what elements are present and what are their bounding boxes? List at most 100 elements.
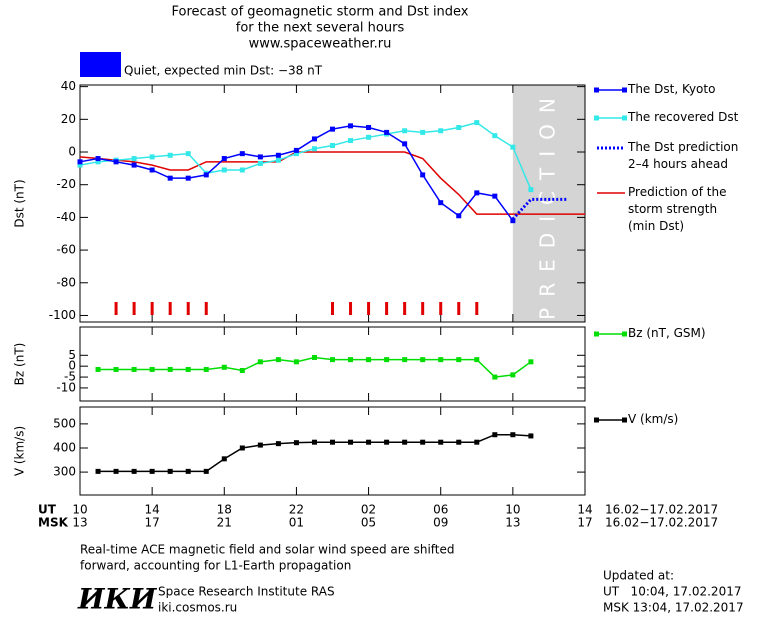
plot-frame bbox=[79, 406, 586, 496]
series-line bbox=[79, 151, 585, 215]
series-marker bbox=[95, 159, 101, 165]
series-marker bbox=[293, 359, 299, 365]
series-marker bbox=[293, 151, 299, 157]
legend-marker bbox=[622, 87, 627, 93]
x-tick-label: 17 bbox=[577, 516, 592, 530]
status-label: Quiet, expected min Dst: −38 nT bbox=[124, 64, 323, 78]
series-marker bbox=[420, 357, 426, 363]
y-tick-label: 5 bbox=[68, 348, 76, 362]
series-marker bbox=[149, 154, 155, 160]
y-axis-label: Dst (nT) bbox=[13, 179, 27, 227]
x-tick-label: 10 bbox=[72, 503, 87, 517]
legend-marker bbox=[622, 417, 627, 423]
series-marker bbox=[348, 439, 354, 445]
series-marker bbox=[402, 141, 408, 147]
legend-marker bbox=[622, 331, 627, 337]
series-marker bbox=[384, 129, 390, 135]
legend-marker bbox=[594, 417, 599, 423]
series-marker bbox=[311, 136, 317, 142]
institute: Space Research Institute RAS bbox=[158, 585, 335, 599]
series-marker bbox=[221, 364, 227, 370]
legend-marker bbox=[594, 331, 599, 337]
series-marker bbox=[131, 468, 137, 474]
legend-marker bbox=[622, 115, 627, 121]
series-marker bbox=[456, 439, 462, 445]
series-marker bbox=[203, 366, 209, 372]
x-tick-label: 17 bbox=[145, 516, 160, 530]
y-tick-label: -10 bbox=[56, 380, 76, 394]
series-marker bbox=[77, 159, 83, 165]
legend-label: The recovered Dst bbox=[628, 110, 739, 124]
series-marker bbox=[330, 126, 335, 132]
x-tick-label: 05 bbox=[361, 516, 376, 530]
y-tick-label: 20 bbox=[61, 112, 76, 126]
x-tick-label: 06 bbox=[433, 503, 448, 517]
series-marker bbox=[239, 151, 245, 157]
series-marker bbox=[492, 432, 498, 438]
series-marker bbox=[438, 439, 444, 445]
x-tick-label: 09 bbox=[433, 516, 448, 530]
series-marker bbox=[366, 357, 372, 363]
series-marker bbox=[474, 120, 480, 126]
series-marker bbox=[492, 374, 498, 380]
series-marker bbox=[113, 366, 119, 372]
y-tick-label: -80 bbox=[56, 275, 76, 289]
series-marker bbox=[131, 156, 137, 162]
x-tick-label: 22 bbox=[289, 503, 304, 517]
legend-marker bbox=[594, 87, 599, 93]
series-marker bbox=[239, 167, 245, 173]
y-tick-label: -60 bbox=[56, 243, 76, 257]
series-marker bbox=[402, 128, 408, 134]
series-marker bbox=[113, 468, 119, 474]
series-marker bbox=[167, 468, 173, 474]
series-marker bbox=[402, 357, 408, 363]
x-tick-label: 21 bbox=[217, 516, 232, 530]
series-marker bbox=[149, 366, 155, 372]
x-tick-label: 18 bbox=[217, 503, 232, 517]
series-marker bbox=[77, 162, 83, 168]
series-marker bbox=[348, 123, 354, 129]
series-marker bbox=[348, 138, 354, 144]
series-marker bbox=[330, 439, 335, 445]
updated: Updated at: bbox=[603, 569, 674, 583]
series-marker bbox=[131, 366, 137, 372]
series-marker bbox=[330, 357, 335, 363]
series-line bbox=[79, 125, 514, 222]
series-marker bbox=[402, 439, 408, 445]
series-marker bbox=[293, 440, 299, 446]
updated: UT 10:04, 17.02.2017 bbox=[603, 585, 741, 599]
series-marker bbox=[185, 175, 191, 181]
series-marker bbox=[185, 151, 191, 157]
series-marker bbox=[167, 175, 173, 181]
y-tick-label: 0 bbox=[68, 145, 76, 159]
logo: ИКИ bbox=[77, 583, 158, 616]
series-marker bbox=[185, 366, 191, 372]
note: Real-time ACE magnetic field and solar w… bbox=[80, 543, 455, 557]
series-marker bbox=[510, 432, 516, 438]
series-marker bbox=[366, 439, 372, 445]
series-marker bbox=[384, 357, 390, 363]
series-marker bbox=[492, 193, 498, 199]
series-marker bbox=[239, 368, 245, 374]
x-tick-label: 01 bbox=[289, 516, 304, 530]
series-marker bbox=[311, 354, 317, 360]
series-line bbox=[511, 197, 567, 221]
series-marker bbox=[257, 442, 263, 448]
series-marker bbox=[221, 156, 227, 162]
series-marker bbox=[474, 439, 480, 445]
series-marker bbox=[293, 147, 299, 153]
y-axis-label: Bz (nT) bbox=[13, 343, 27, 386]
series-line bbox=[98, 356, 532, 378]
series-marker bbox=[221, 456, 227, 462]
series-marker bbox=[167, 366, 173, 372]
series-marker bbox=[438, 200, 444, 206]
institute: iki.cosmos.ru bbox=[158, 601, 237, 615]
series-marker bbox=[510, 218, 516, 224]
x-tick-label: 13 bbox=[505, 516, 520, 530]
series-marker bbox=[257, 359, 263, 365]
series-marker bbox=[275, 441, 281, 447]
x-date-label: 16.02−17.02.2017 bbox=[605, 516, 718, 530]
x-tick-label: 14 bbox=[145, 503, 160, 517]
